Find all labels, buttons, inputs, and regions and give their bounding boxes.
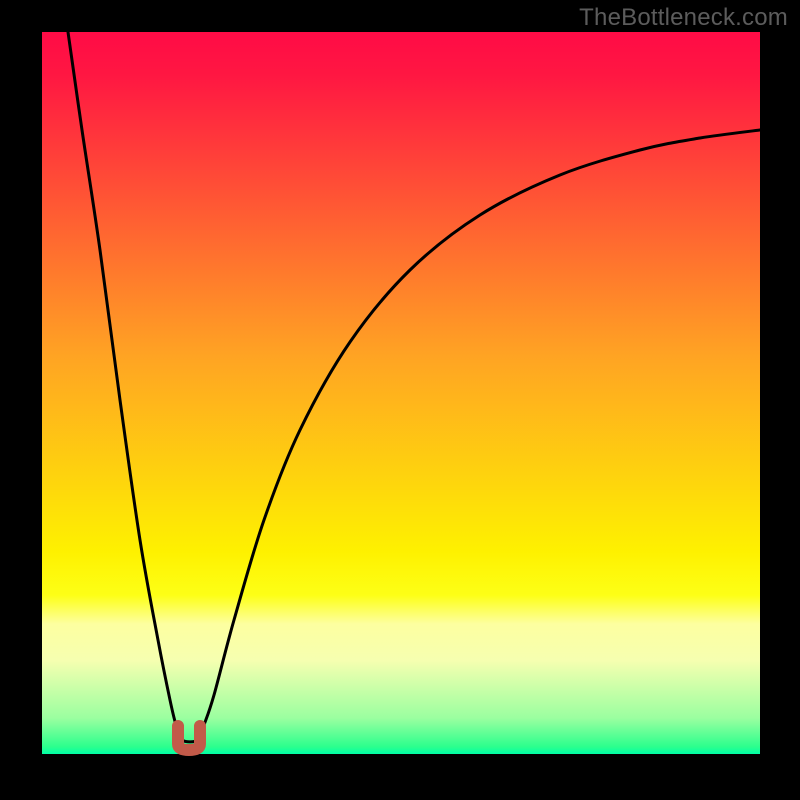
bottleneck-chart: [0, 0, 800, 800]
plot-background: [42, 32, 760, 754]
watermark-text: TheBottleneck.com: [579, 4, 788, 32]
chart-stage: TheBottleneck.com: [0, 0, 800, 800]
